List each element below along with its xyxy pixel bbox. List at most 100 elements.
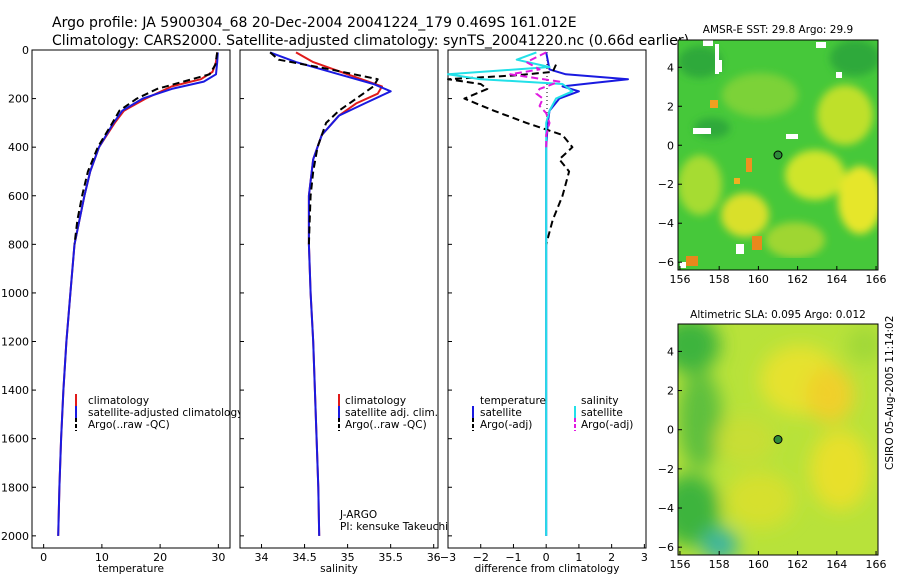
map-y-tick-label: −2: [658, 463, 674, 476]
salinity-series: [269, 51, 392, 536]
map-y-tick-label: −2: [658, 178, 674, 191]
x-tick-label: 20: [153, 551, 167, 564]
legend-label-climatology: climatology: [345, 395, 406, 407]
map-x-tick-label: 162: [787, 558, 808, 571]
map-y-tick-label: 0: [667, 139, 674, 152]
legend-label-satellite-adj: satellite adj. clim.: [345, 407, 438, 419]
map-x-tick-label: 162: [787, 273, 808, 286]
map-y-tick-label: −4: [658, 502, 674, 515]
x-tick-label: −1: [505, 551, 521, 564]
x-tick-label: 34: [255, 551, 269, 564]
series-line-argo-raw-qc-: [73, 52, 219, 245]
figure-title-line2: Climatology: CARS2000. Satellite-adjuste…: [52, 33, 689, 49]
difference-legend: temperature satellite Argo(-adj) salinit…: [472, 395, 633, 431]
x-tick-label: 30: [211, 551, 225, 564]
difference-x-ticks: −3 −2 −1 0 1 2 3: [440, 544, 648, 564]
legend-label-temp-satellite: satellite: [480, 407, 522, 419]
sla-heatmap: [678, 324, 878, 555]
map-y-tick-label: −6: [658, 541, 674, 554]
map-x-tick-label: 166: [866, 558, 887, 571]
map-y-tick-label: 2: [667, 385, 674, 398]
legend-label-sal-argo: Argo(-adj): [581, 419, 633, 431]
sla-map-y-ticks: 4 2 0 −2 −4 −6: [658, 345, 682, 554]
map-x-tick-label: 166: [866, 273, 887, 286]
x-tick-label: 2: [608, 551, 615, 564]
series-line-temperature-argo-adj-: [447, 64, 574, 245]
series-line-argo-raw-qc-: [269, 51, 379, 245]
y-tick-label: 1400: [1, 384, 29, 397]
legend-label-satellite-adjusted: satellite-adjusted climatology: [88, 407, 243, 419]
difference-xlabel: difference from climatology: [475, 563, 620, 575]
legend-label-argo-raw: Argo(..raw -QC): [345, 419, 427, 431]
sst-map-frame: [677, 39, 879, 271]
figure-title-line1: Argo profile: JA 5900304_68 20-Dec-2004 …: [52, 15, 577, 31]
y-tick-label: 0: [22, 44, 29, 57]
map-x-tick-label: 160: [748, 558, 769, 571]
sst-map-title: AMSR-E SST: 29.8 Argo: 29.9: [703, 24, 853, 36]
salinity-panel: 34 34.5 35 35.5 36 salinity climatology sate…: [239, 49, 448, 575]
difference-panel: −3 −2 −1 0 1 2 3 difference from climatology t…: [440, 49, 648, 575]
temperature-x-ticks: 0 10 20 30: [40, 544, 225, 564]
salinity-y-ticks: [240, 49, 244, 537]
temperature-series: [57, 52, 219, 536]
temperature-legend: climatology satellite-adjusted climatolo…: [75, 394, 243, 431]
temperature-y-ticks: 0 200 400 600 800 1000 1200 1400 1600 1800 2000: [1, 44, 36, 543]
map-y-tick-label: 4: [667, 61, 674, 74]
temperature-plot-frame: [31, 49, 231, 549]
salinity-legend: climatology satellite adj. clim. Argo(..…: [338, 394, 438, 431]
credit-timestamp: CSIRO 05-Aug-2005 11:14:02: [884, 316, 896, 470]
legend-heading-temperature: temperature: [480, 395, 546, 407]
x-tick-label: 34.5: [292, 551, 317, 564]
salinity-x-ticks: 34 34.5 35 35.5 36: [255, 544, 441, 564]
difference-y-ticks: [448, 49, 452, 537]
salinity-xlabel: salinity: [320, 563, 358, 575]
legend-label-argo-raw: Argo(..raw -QC): [88, 419, 170, 431]
y-tick-label: 400: [8, 141, 29, 154]
y-tick-label: 200: [8, 93, 29, 106]
map-x-tick-label: 156: [669, 558, 690, 571]
map-x-tick-label: 158: [709, 558, 730, 571]
x-tick-label: 36: [427, 551, 441, 564]
x-tick-label: 3: [641, 551, 648, 564]
legend-label-sal-satellite: satellite: [581, 407, 623, 419]
float-pi-label: PI: kensuke Takeuchi: [340, 521, 448, 533]
sst-map-y-ticks: 4 2 0 −2 −4 −6: [658, 61, 682, 269]
series-line-satellite-adjusted-climatology: [57, 52, 219, 536]
y-tick-label: 1000: [1, 287, 29, 300]
series-line-satellite-adj-clim-: [269, 51, 392, 536]
x-tick-label: 0: [543, 551, 550, 564]
x-tick-label: 1: [575, 551, 582, 564]
map-x-tick-label: 164: [826, 558, 847, 571]
x-tick-label: 35.5: [378, 551, 403, 564]
map-y-tick-label: 0: [667, 424, 674, 437]
sla-map-x-ticks: 156 158 160 162 164 166: [669, 551, 887, 571]
y-tick-label: 2000: [1, 530, 29, 543]
y-tick-label: 1800: [1, 481, 29, 494]
series-line-salinity-argo-adj-: [509, 51, 561, 148]
sla-map-title: Altimetric SLA: 0.095 Argo: 0.012: [690, 309, 866, 321]
argo-position-marker: [773, 435, 783, 444]
sla-map-panel: Altimetric SLA: 0.095 Argo: 0.012 156 158…: [658, 309, 887, 571]
map-y-tick-label: 4: [667, 345, 674, 358]
sla-map-frame: [677, 323, 879, 556]
map-y-tick-label: 2: [667, 100, 674, 113]
map-x-tick-label: 164: [826, 273, 847, 286]
salinity-plot-frame: [239, 49, 439, 549]
temperature-xlabel: temperature: [98, 563, 164, 575]
x-tick-label: 0: [40, 551, 47, 564]
y-tick-label: 1600: [1, 433, 29, 446]
x-tick-label: −2: [473, 551, 489, 564]
float-program-label: J-ARGO: [339, 509, 377, 521]
series-line-salinity-satellite: [447, 51, 574, 536]
x-tick-label: −3: [440, 551, 456, 564]
map-x-tick-label: 160: [748, 273, 769, 286]
legend-label-temp-argo: Argo(-adj): [480, 419, 532, 431]
sst-map-x-ticks: 156 158 160 162 164 166: [669, 266, 887, 286]
x-tick-label: 35: [341, 551, 355, 564]
y-tick-label: 1200: [1, 336, 29, 349]
map-y-tick-label: −6: [658, 256, 674, 269]
x-tick-label: 10: [95, 551, 109, 564]
map-x-tick-label: 156: [669, 273, 690, 286]
map-x-tick-label: 158: [709, 273, 730, 286]
